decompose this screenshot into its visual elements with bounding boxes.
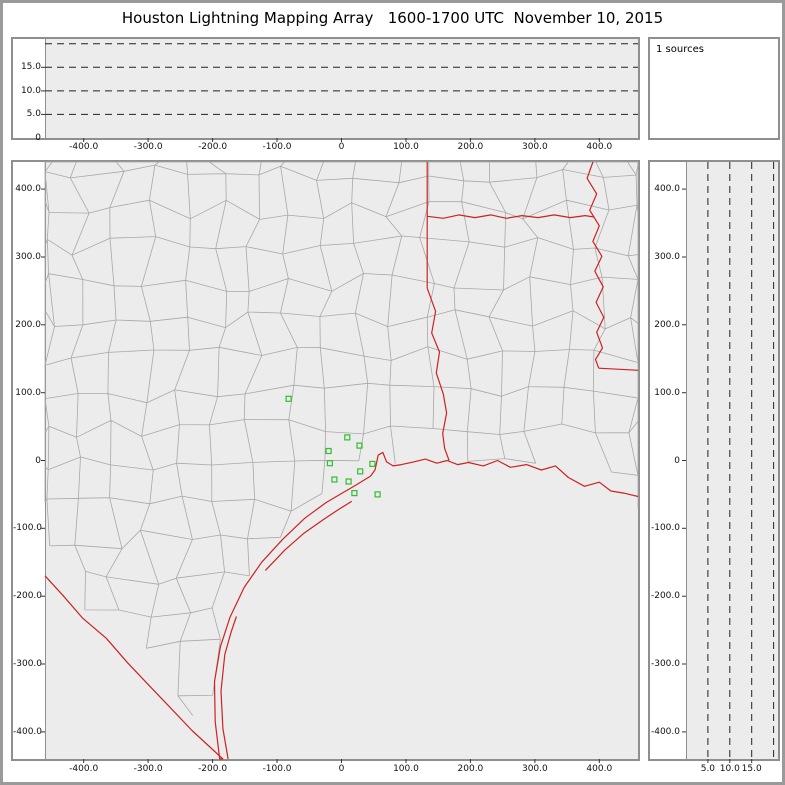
- tick-label: 200.0: [457, 764, 484, 774]
- tick-label: -100.0: [13, 523, 43, 534]
- station-marker: [326, 460, 333, 467]
- tick-label: -400.0: [69, 142, 99, 152]
- tick-label: -400.0: [69, 764, 99, 774]
- matagorda-island: [264, 500, 353, 571]
- tick-label: -300.0: [650, 659, 680, 670]
- ew-tick-labels-top: -400.0 -300.0 -200.0 -100.0 0 100.0 200.0 300.0…: [3, 142, 782, 155]
- tick-label: 0: [338, 764, 345, 774]
- tick-label: 0: [35, 455, 41, 466]
- tick-label: -100.0: [650, 523, 680, 534]
- map-plot: [41, 161, 639, 763]
- ns-axis-gutter: [13, 162, 45, 759]
- tick-label: -300.0: [13, 659, 43, 670]
- tick-label: -200.0: [650, 591, 680, 602]
- altitude-ew-svg: [41, 39, 638, 142]
- tick-label: -400.0: [650, 726, 680, 737]
- la-ms-border: [598, 367, 639, 371]
- ar-la-border: [427, 214, 595, 219]
- tick-label: -400.0: [13, 726, 43, 737]
- tick-label: -100.0: [262, 764, 292, 774]
- tick-label: 15.0: [741, 764, 762, 774]
- rio-grande: [44, 575, 224, 760]
- map-panel: -400.0 -300.0 -200.0 -100.0 0 100.0 200.0 300.0…: [11, 160, 640, 763]
- coastline: [213, 451, 639, 760]
- county-boundaries: [44, 161, 639, 716]
- altitude-ns-plot: [682, 162, 778, 763]
- tick-label: -300.0: [133, 764, 163, 774]
- altitude-axis-gutter: [13, 39, 45, 138]
- bottom-tick-labels: -400.0 -300.0 -200.0 -100.0 0 100.0 200.0 300.0…: [3, 764, 782, 777]
- tick-label: 100.0: [654, 387, 680, 398]
- sources-panel: 1 sources: [648, 37, 780, 140]
- tick-label: 10.0: [20, 85, 41, 96]
- sources-count-label: 1 sources: [656, 44, 704, 55]
- station-marker: [285, 395, 292, 402]
- station-marker: [325, 447, 332, 455]
- tick-label: 200.0: [457, 142, 484, 152]
- padre-island: [220, 616, 237, 760]
- tick-label: 300.0: [654, 251, 680, 262]
- tick-label: -200.0: [198, 764, 228, 774]
- station-marker: [369, 460, 376, 467]
- tick-label: 300.0: [521, 764, 548, 774]
- station-marker: [357, 468, 364, 475]
- mississippi-river: [586, 161, 605, 369]
- tick-label: -200.0: [13, 591, 43, 602]
- tick-label: 100.0: [393, 142, 419, 152]
- tick-label: 200.0: [654, 319, 680, 330]
- sabine-river: [426, 287, 450, 461]
- tick-label: -200.0: [198, 142, 228, 152]
- ns-axis-gutter-right: [650, 162, 686, 759]
- station-marker: [345, 478, 352, 485]
- tick-label: 0: [338, 142, 345, 152]
- tick-label: 5.0: [26, 109, 41, 120]
- tick-label: 0: [35, 133, 41, 143]
- station-marker: [374, 491, 381, 498]
- tick-label: 100.0: [15, 387, 41, 398]
- station-marker: [344, 434, 351, 441]
- map-svg: [41, 161, 639, 763]
- station-marker: [351, 490, 358, 497]
- tick-label: 10.0: [719, 764, 740, 774]
- altitude-ns-panel: -400.0 -300.0 -200.0 -100.0 0 100.0 200.0 300.0…: [648, 160, 780, 763]
- station-marker: [331, 476, 338, 483]
- tick-label: 15.0: [20, 62, 41, 73]
- tick-label: 200.0: [15, 319, 41, 330]
- station-marker: [356, 442, 363, 449]
- tick-label: 300.0: [521, 142, 548, 152]
- tick-label: 0: [674, 455, 680, 466]
- altitude-ew-plot: [41, 39, 638, 142]
- tick-label: 400.0: [654, 184, 680, 195]
- tick-label: 100.0: [393, 764, 419, 774]
- altitude-ew-panel: 0 5.0 10.0 15.0: [11, 37, 640, 143]
- altitude-ns-svg: [682, 162, 775, 763]
- tick-label: 400.0: [586, 142, 613, 152]
- tick-label: -100.0: [262, 142, 292, 152]
- tick-label: 400.0: [586, 764, 613, 774]
- tick-label: 400.0: [15, 184, 41, 195]
- page-title: Houston Lightning Mapping Array 1600-170…: [121, 9, 664, 27]
- tick-label: -300.0: [133, 142, 163, 152]
- tick-label: 5.0: [700, 764, 716, 774]
- tick-label: 300.0: [15, 251, 41, 262]
